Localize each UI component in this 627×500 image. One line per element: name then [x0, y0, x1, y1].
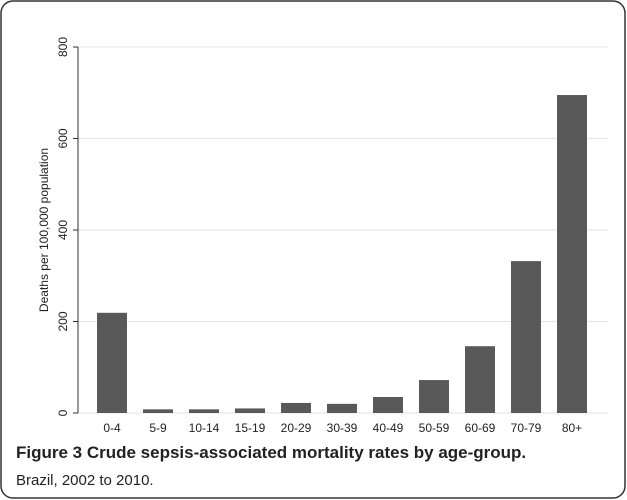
- y-tick-label: 400: [56, 220, 70, 240]
- bar: [235, 408, 265, 413]
- x-tick-label: 80+: [562, 421, 582, 435]
- x-tick-label: 50-59: [419, 421, 450, 435]
- caption-text: Brazil, 2002 to 2010.: [16, 472, 154, 489]
- y-axis-label: Deaths per 100,000 population: [37, 148, 51, 312]
- x-tick-label: 30-39: [327, 421, 358, 435]
- x-tick-label: 20-29: [281, 421, 312, 435]
- y-tick-label: 800: [56, 37, 70, 57]
- bar: [511, 261, 541, 413]
- x-tick-label: 0-4: [103, 421, 121, 435]
- bar: [97, 312, 127, 413]
- x-tick-label: 40-49: [373, 421, 404, 435]
- bar: [281, 402, 311, 413]
- bar: [143, 409, 173, 413]
- x-tick-label: 70-79: [511, 421, 542, 435]
- y-tick-label: 200: [56, 311, 70, 331]
- x-tick-label: 10-14: [189, 421, 220, 435]
- bar: [327, 403, 357, 413]
- bar: [419, 380, 449, 413]
- x-tick-label: 15-19: [235, 421, 266, 435]
- bar: [189, 409, 219, 413]
- x-tick-label: 60-69: [465, 421, 496, 435]
- y-tick-label: 0: [56, 409, 70, 416]
- bar: [373, 396, 403, 413]
- bar: [557, 95, 587, 413]
- x-tick-label: 5-9: [149, 421, 167, 435]
- caption-title: Figure 3 Crude sepsis-associated mortali…: [16, 443, 527, 462]
- bar: [465, 346, 495, 413]
- y-tick-label: 600: [56, 128, 70, 148]
